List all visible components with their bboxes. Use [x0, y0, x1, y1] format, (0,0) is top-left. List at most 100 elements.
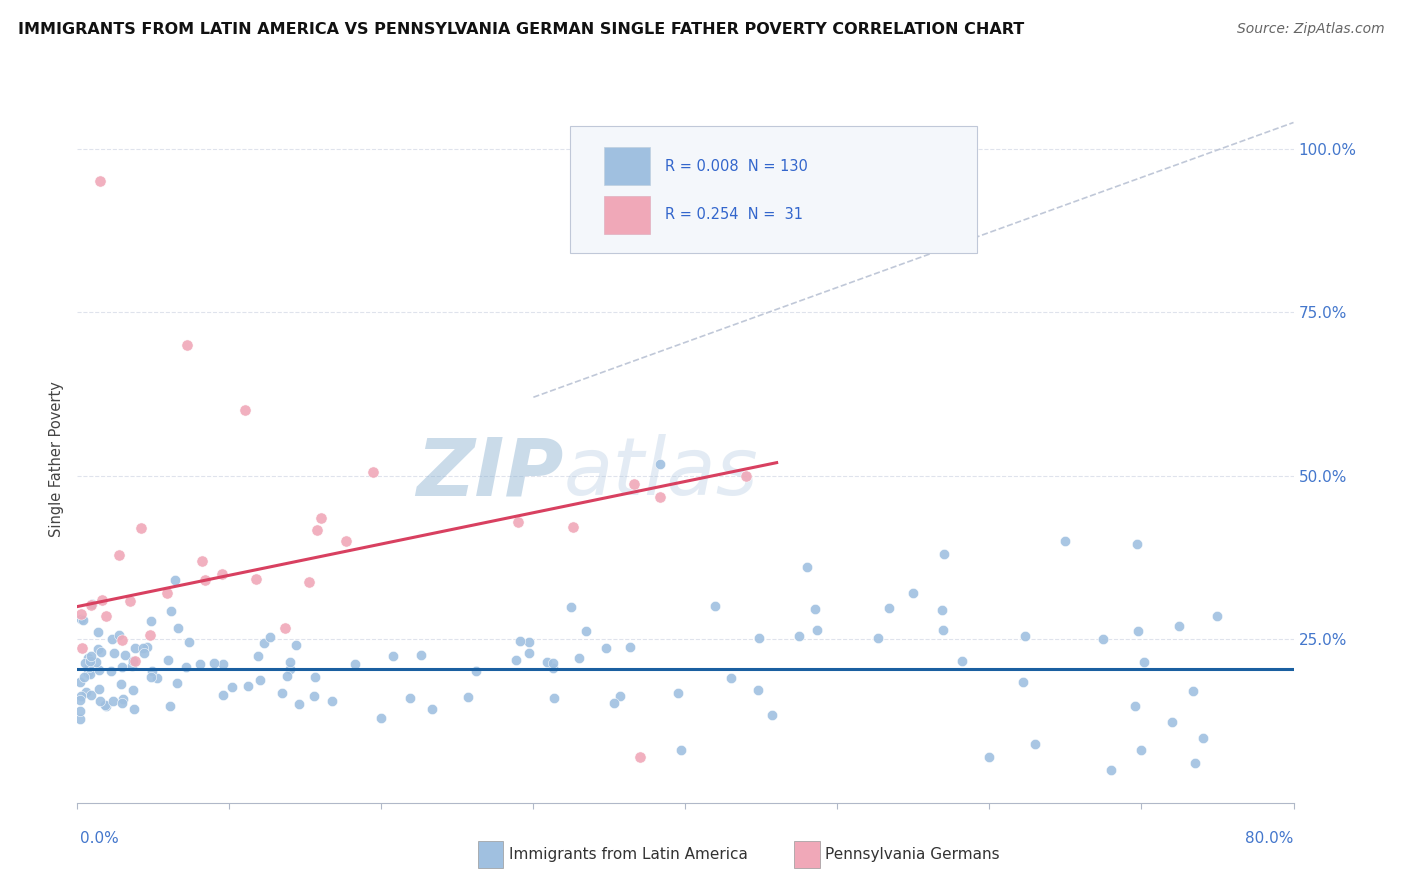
Bar [478, 841, 503, 868]
Point [1161, 714, 1184, 729]
Point [76, 665, 98, 680]
Point [141, 664, 163, 678]
Point [139, 628, 162, 642]
Text: ZIP: ZIP [416, 434, 564, 512]
Point [211, 689, 233, 703]
Point [159, 699, 181, 714]
Point [69, 712, 91, 726]
Point [276, 669, 298, 683]
Point [950, 654, 973, 668]
Text: Immigrants from Latin America: Immigrants from Latin America [509, 847, 748, 862]
Point [212, 657, 235, 671]
Point [804, 601, 827, 615]
Point [89, 663, 111, 677]
Text: IMMIGRANTS FROM LATIN AMERICA VS PENNSYLVANIA GERMAN SINGLE FATHER POVERTY CORRE: IMMIGRANTS FROM LATIN AMERICA VS PENNSYL… [18, 22, 1025, 37]
Point [163, 573, 186, 587]
Point [136, 640, 159, 655]
Point [146, 671, 169, 685]
Point [465, 664, 488, 678]
Point [100, 664, 122, 678]
Point [271, 686, 294, 700]
Point [1191, 731, 1213, 745]
Point [114, 648, 136, 662]
Point [87, 625, 110, 640]
Point [89, 694, 111, 708]
Point [806, 623, 828, 637]
Point [75, 656, 97, 670]
Point [124, 654, 146, 668]
Point [79, 649, 101, 664]
Point [411, 648, 433, 663]
Point [70, 690, 93, 704]
Point [343, 657, 366, 671]
Point [80, 598, 103, 612]
Point [75, 685, 97, 699]
Point [69, 674, 91, 689]
Point [188, 657, 211, 672]
Point [420, 702, 443, 716]
Point [280, 662, 302, 676]
Point [84, 655, 107, 669]
Point [111, 696, 134, 710]
Point [278, 655, 301, 669]
FancyBboxPatch shape [569, 127, 977, 253]
Point [221, 681, 243, 695]
Point [79, 654, 101, 668]
Point [1123, 698, 1146, 713]
Bar [794, 841, 820, 868]
Point [787, 629, 810, 643]
Point [903, 586, 925, 600]
Point [623, 477, 645, 491]
Point [69, 704, 91, 718]
Point [979, 750, 1001, 764]
Point [288, 697, 311, 711]
Point [543, 661, 565, 675]
Point [70, 607, 93, 621]
Point [561, 519, 583, 533]
Point [87, 642, 110, 657]
Point [166, 621, 188, 635]
Point [1133, 655, 1156, 669]
Point [932, 623, 955, 637]
Point [603, 696, 626, 710]
Point [321, 693, 343, 707]
Point [89, 174, 111, 188]
Point [650, 490, 672, 504]
Point [619, 640, 641, 654]
Point [508, 515, 530, 529]
Point [671, 743, 693, 757]
Point [931, 603, 953, 617]
Point [1126, 537, 1149, 551]
Point [335, 534, 357, 549]
Point [253, 636, 276, 650]
Point [457, 690, 479, 704]
Point [247, 649, 270, 664]
Point [1184, 756, 1206, 771]
Point [735, 468, 758, 483]
Point [139, 670, 162, 684]
Point [703, 599, 725, 613]
Point [100, 632, 122, 646]
Text: R = 0.254  N =  31: R = 0.254 N = 31 [665, 207, 803, 222]
Point [101, 694, 124, 708]
Point [70, 640, 93, 655]
Point [122, 702, 145, 716]
Point [110, 676, 132, 690]
Bar [605, 147, 650, 185]
Point [157, 653, 180, 667]
Text: Source: ZipAtlas.com: Source: ZipAtlas.com [1237, 22, 1385, 37]
Point [628, 750, 651, 764]
Point [111, 660, 134, 674]
Point [796, 560, 818, 574]
Point [122, 655, 145, 669]
Point [609, 690, 631, 704]
Point [194, 573, 217, 587]
Bar [605, 196, 650, 234]
Point [1130, 743, 1153, 757]
Point [1126, 624, 1149, 639]
Point [77, 660, 100, 674]
Point [382, 649, 405, 664]
Point [1206, 608, 1229, 623]
Point [160, 604, 183, 618]
Point [236, 680, 259, 694]
